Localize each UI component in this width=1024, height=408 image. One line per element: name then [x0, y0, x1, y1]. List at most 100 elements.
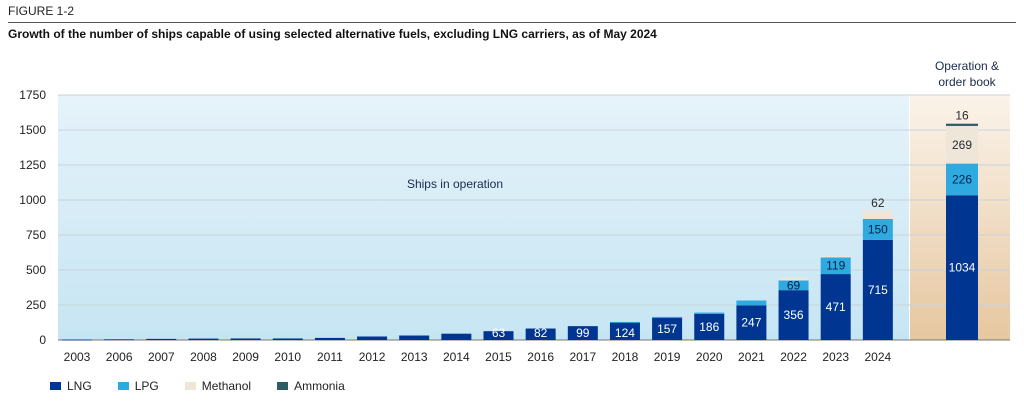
x-tick-label: 2010	[274, 350, 301, 364]
x-tick-label: 2008	[190, 350, 217, 364]
y-tick-label: 1250	[19, 158, 46, 172]
operation-background	[58, 95, 909, 340]
data-label-lng: 471	[826, 300, 846, 314]
bar-lpg	[736, 300, 767, 306]
data-label-lng: 82	[534, 326, 548, 340]
bar-lng	[778, 290, 809, 340]
bar-methanol	[862, 210, 893, 219]
y-tick-label: 750	[26, 228, 46, 242]
data-label-methanol: 269	[952, 138, 972, 152]
bar-lng	[146, 338, 177, 340]
x-tick-label: 2023	[822, 350, 849, 364]
y-tick-label: 1500	[19, 123, 46, 137]
bar-lng	[525, 328, 556, 340]
legend-item-lpg: LPG	[117, 379, 159, 393]
x-tick-label: 2024	[864, 350, 891, 364]
bar-lng	[104, 339, 135, 341]
y-tick-label: 1000	[19, 193, 46, 207]
data-label-lng: 715	[868, 283, 888, 297]
bar-lng	[862, 239, 893, 340]
y-tick-label: 500	[26, 263, 46, 277]
data-label-methanol: 62	[871, 196, 885, 210]
data-label-lng: 356	[784, 308, 804, 322]
legend-label: Methanol	[201, 379, 252, 393]
y-tick-label: 1750	[19, 88, 46, 102]
x-tick-label: 2012	[359, 350, 386, 364]
bar-lpg	[694, 312, 725, 314]
legend-label: LPG	[134, 379, 159, 393]
data-label-lng: 1034	[949, 261, 976, 275]
bar-lng	[694, 313, 725, 340]
figure-divider	[8, 22, 1016, 23]
data-label-lng: 124	[615, 326, 635, 340]
y-tick-label: 250	[26, 298, 46, 312]
bar-lng	[567, 326, 598, 340]
bar-lpg	[778, 280, 809, 291]
legend-item-ammonia: Ammonia	[277, 379, 345, 393]
legend-item-lng: LNG	[50, 379, 92, 393]
x-tick-label: 2018	[612, 350, 639, 364]
orderbook-annotation: Operation &	[935, 59, 999, 73]
data-label-lng: 186	[699, 320, 719, 334]
x-tick-label: 2011	[317, 350, 343, 364]
bar-lng	[272, 338, 303, 340]
bar-ammonia	[946, 123, 978, 126]
orderbook-annotation-line2: order book	[938, 75, 996, 89]
bar-lng	[62, 339, 92, 341]
bar-lng	[399, 335, 430, 340]
bar-methanol	[778, 277, 809, 281]
bar-lng	[357, 336, 388, 340]
bar-methanol	[820, 256, 851, 258]
bar-lng	[441, 333, 472, 340]
bar-lng	[946, 195, 978, 340]
x-tick-label: 2014	[443, 350, 470, 364]
bar-lpg	[862, 218, 893, 240]
bar-lng	[483, 331, 514, 340]
x-tick-label: 2003	[64, 350, 91, 364]
data-label-lng: 157	[657, 322, 677, 336]
y-tick-label: 0	[39, 333, 46, 347]
data-label-lpg: 150	[868, 222, 888, 236]
legend-label: Ammonia	[294, 379, 345, 393]
x-tick-label: 2006	[106, 350, 133, 364]
data-label-lpg: 226	[952, 172, 972, 186]
legend-swatch	[277, 382, 289, 390]
bar-lng	[652, 318, 683, 340]
bar-lpg	[820, 257, 851, 275]
x-tick-label: 2007	[148, 350, 175, 364]
x-tick-label: 2013	[401, 350, 428, 364]
data-label-ammonia: 16	[955, 109, 969, 123]
x-tick-label: 2019	[654, 350, 681, 364]
legend-swatch	[184, 382, 196, 390]
bar-lng	[609, 322, 640, 340]
x-tick-label: 2009	[232, 350, 259, 364]
operation-annotation: Ships in operation	[407, 177, 503, 191]
bar-lpg	[609, 321, 640, 323]
x-tick-label: 2020	[696, 350, 723, 364]
data-label-lng: 247	[741, 316, 761, 330]
x-tick-label: 2021	[738, 350, 765, 364]
data-label-lng: 99	[576, 326, 590, 340]
legend: LNG LPG Methanol Ammonia	[50, 379, 371, 393]
x-tick-label: 2017	[569, 350, 596, 364]
data-label-lpg: 119	[826, 259, 845, 273]
bar-lng	[188, 338, 219, 340]
figure-label: FIGURE 1-2	[8, 4, 75, 18]
bar-lng	[230, 338, 261, 340]
legend-label: LNG	[67, 379, 92, 393]
legend-swatch	[50, 382, 61, 390]
bar-methanol	[946, 125, 978, 164]
x-tick-label: 2015	[485, 350, 512, 364]
chart-title: Growth of the number of ships capable of…	[8, 27, 657, 41]
data-label-lng: 63	[492, 326, 506, 340]
data-label-lpg: 69	[787, 278, 801, 292]
legend-swatch	[117, 382, 129, 390]
legend-item-methanol: Methanol	[184, 379, 252, 393]
x-tick-label: 2022	[780, 350, 807, 364]
bar-lng	[314, 337, 345, 340]
bar-lpg	[652, 316, 683, 319]
bar-lpg	[946, 163, 978, 196]
bar-lng	[820, 274, 851, 340]
bar-lng	[736, 305, 767, 340]
